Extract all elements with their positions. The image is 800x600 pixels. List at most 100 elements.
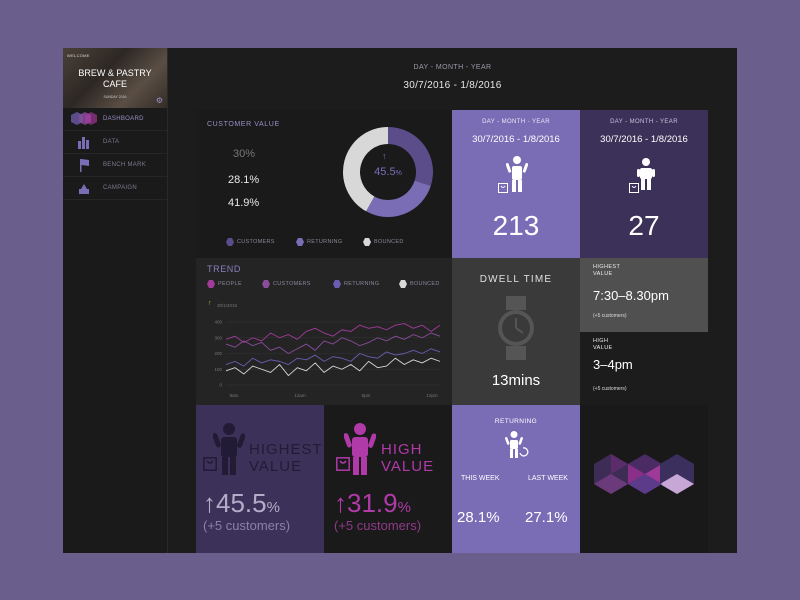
person-arms-up-icon (213, 423, 245, 475)
title-line1: HIGH (381, 441, 423, 458)
period-label: DAY - MONTH - YEAR (610, 119, 678, 125)
sidebar-item-label: BENCH MARK (103, 162, 147, 168)
title-line2: VALUE (381, 458, 435, 475)
title-line1: HIGHEST (249, 441, 323, 458)
trend-annotation: 30/1/2016 (217, 303, 238, 308)
title-line2: VALUE (249, 458, 303, 475)
value: 45.5 (216, 488, 267, 518)
sidebar-item-bench-mark[interactable]: BENCH MARK (63, 154, 167, 177)
customer-value-bounced: 41.9% (228, 197, 260, 209)
customer-value-customers: 30% (233, 148, 256, 160)
y-tick-label: 0 (219, 383, 222, 388)
hex-icon (333, 280, 341, 288)
legend-label: BOUNCED (374, 239, 404, 245)
legend-bounced: BOUNCED (399, 280, 440, 288)
up-arrow-icon: ↑ (203, 488, 216, 518)
sidebar: WELCOME BREW & PASTRY CAFE SUNDAY 2016 ⚙… (63, 48, 168, 553)
sidebar-item-data[interactable]: DATA (63, 131, 167, 154)
hex-icon (399, 280, 407, 288)
customer-value-returning: 28.1% (228, 174, 260, 186)
watch-icon (498, 296, 534, 360)
date-range[interactable]: 30/7/2016 - 1/8/2016 (403, 80, 502, 91)
returning-person-icon (505, 431, 529, 458)
sidebar-item-label: DASHBOARD (103, 116, 144, 122)
highest-value-card: HIGHEST VALUE ↑45.5% (+5 customers) (196, 405, 324, 553)
app-window: WELCOME BREW & PASTRY CAFE SUNDAY 2016 ⚙… (63, 48, 737, 553)
highest-value-note: (+5 customers) (203, 518, 291, 533)
high-note: (+5 customers) (593, 386, 627, 392)
legend-label: CUSTOMERS (273, 281, 311, 287)
bag-icon (203, 457, 217, 471)
y-tick-label: 100 (214, 367, 222, 372)
child-count: 27 (628, 210, 660, 241)
high-value-note: (+5 customers) (334, 518, 422, 533)
sidebar-item-label: DATA (103, 139, 120, 145)
high-value-card: HIGH VALUE ↑31.9% (+5 customers) (324, 405, 452, 553)
donut-center-value: 45.5% (364, 166, 412, 178)
child-count-card: DAY - MONTH - YEAR 30/7/2016 - 1/8/2016 … (580, 110, 708, 258)
legend-label: PEOPLE (218, 281, 242, 287)
dwell-time-card: DWELL TIME 13mins (452, 258, 580, 405)
hexagon-logo (594, 454, 694, 494)
trend-arrow-icon: ↑ (208, 300, 212, 307)
person-arms-up-icon (344, 423, 376, 475)
highest-label-line2: VALUE (593, 271, 613, 277)
legend-returning: RETURNING (333, 280, 379, 288)
brand-name-line2: CAFE (102, 79, 127, 89)
brand-header: WELCOME BREW & PASTRY CAFE SUNDAY 2016 ⚙ (63, 48, 167, 108)
hex-icon (207, 280, 215, 288)
welcome-label: WELCOME (67, 53, 90, 58)
hex-icon (262, 280, 270, 288)
this-week-value: 28.1% (457, 509, 500, 526)
x-tick-label: 6pm (362, 393, 371, 398)
highest-value-number: ↑45.5% (203, 488, 280, 519)
sidebar-item-label: CAMPAIGN (103, 185, 137, 191)
last-week-label: LAST WEEK (528, 475, 568, 482)
trend-panel: TREND PEOPLE CUSTOMERS RETURNING BOUNCED… (196, 258, 452, 405)
sidebar-item-campaign[interactable]: CAMPAIGN (63, 177, 167, 200)
legend-label: CUSTOMERS (237, 239, 275, 245)
main-content: DAY - MONTH - YEAR 30/7/2016 - 1/8/2016 … (168, 48, 737, 553)
series-line-returning (225, 348, 441, 367)
donut-slice-customers (388, 127, 433, 186)
legend-people: PEOPLE (207, 280, 242, 288)
legend-customers: CUSTOMERS (262, 280, 311, 288)
y-tick-label: 400 (214, 320, 222, 325)
brand-subtitle: SUNDAY 2016 (103, 95, 127, 99)
brand-name-line1: BREW & PASTRY (78, 68, 152, 78)
hexagon-graphic-panel (580, 405, 708, 553)
date-range: 30/7/2016 - 1/8/2016 (472, 134, 560, 145)
donut-slice-bounced (343, 127, 388, 212)
legend-label: RETURNING (344, 281, 380, 287)
legend-bounced: BOUNCED (363, 238, 404, 246)
hex-icon (296, 238, 304, 246)
x-tick-label: 12pm (426, 393, 438, 398)
customer-value-title: CUSTOMER VALUE (207, 121, 280, 128)
high-time: 3–4pm (593, 357, 633, 372)
legend-label: BOUNCED (410, 281, 440, 287)
high-label: HIGH VALUE (593, 338, 613, 352)
series-line-bounced (225, 357, 441, 377)
y-tick-label: 200 (214, 351, 222, 356)
megaphone-icon (79, 184, 89, 194)
series-line-customers (225, 332, 441, 354)
y-tick-label: 300 (214, 335, 222, 340)
bar-chart-icon (78, 137, 89, 149)
highest-value-time-card: HIGHEST VALUE 7:30–8.30pm (+5 customers) (580, 258, 708, 332)
bag-icon (336, 457, 350, 471)
legend-customers: CUSTOMERS (226, 238, 275, 246)
sidebar-item-dashboard[interactable]: DASHBOARD (63, 108, 167, 131)
this-week-label: THIS WEEK (461, 475, 500, 482)
customer-value-panel: CUSTOMER VALUE 30% 28.1% 41.9% ↑ 45.5% C… (196, 110, 452, 258)
flag-icon (80, 159, 89, 172)
high-label-line1: HIGH (593, 338, 609, 344)
gear-icon[interactable]: ⚙ (155, 96, 163, 105)
highest-value-title: HIGHEST VALUE (249, 441, 323, 475)
legend-label: RETURNING (307, 239, 343, 245)
high-value-time-card: HIGH VALUE 3–4pm (+5 customers) (580, 332, 708, 405)
dashboard-icon (71, 112, 97, 125)
returning-card: RETURNING THIS WEEK LAST WEEK 28.1% 27.1… (452, 405, 580, 553)
unit: % (266, 499, 280, 516)
people-count-card: DAY - MONTH - YEAR 30/7/2016 - 1/8/2016 … (452, 110, 580, 258)
value: 31.9 (347, 488, 398, 518)
